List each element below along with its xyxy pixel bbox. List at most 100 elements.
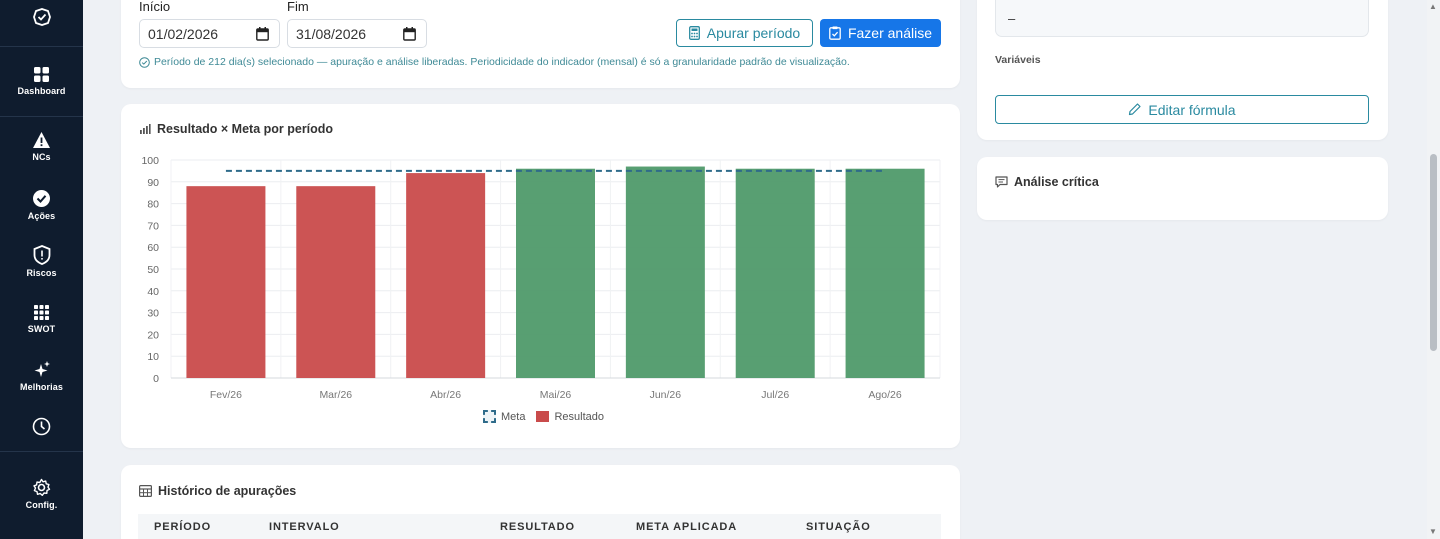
clipboard-check-icon	[829, 26, 841, 40]
period-note-text: Período de 212 dia(s) selecionado — apur…	[154, 56, 850, 68]
y-tick-label: 20	[147, 329, 159, 341]
sidebar-item-label: Dashboard	[17, 86, 66, 96]
y-tick-label: 50	[147, 264, 159, 276]
warning-icon	[33, 132, 50, 148]
sidebar-item-acoes[interactable]: Ações	[0, 189, 83, 221]
result-bar	[625, 166, 705, 378]
y-tick-label: 70	[147, 220, 159, 232]
shield-icon	[33, 245, 50, 265]
result-bar	[735, 168, 815, 378]
calculator-icon	[688, 26, 700, 40]
y-tick-label: 80	[147, 199, 159, 211]
table-icon	[139, 485, 152, 497]
x-tick-label: Mar/26	[319, 389, 352, 401]
y-tick-label: 30	[147, 308, 159, 320]
column-header-resultado[interactable]: RESULTADO	[500, 521, 575, 533]
y-tick-label: 10	[147, 351, 159, 363]
start-date-label: Início	[139, 0, 171, 14]
y-tick-label: 40	[147, 286, 159, 298]
result-bar	[516, 168, 595, 378]
sidebar-item-config[interactable]: Config.	[0, 478, 83, 510]
history-title-text: Histórico de apurações	[158, 484, 297, 498]
x-tick-label: Fev/26	[210, 389, 242, 401]
edit-formula-button[interactable]: Editar fórmula	[995, 95, 1369, 124]
chart-title: Resultado × Meta por período	[139, 122, 333, 136]
variable-value-field[interactable]: –	[995, 0, 1369, 37]
x-tick-label: Mai/26	[540, 389, 572, 401]
sidebar-divider	[0, 451, 83, 452]
comment-icon	[995, 176, 1008, 188]
legend-meta-swatch[interactable]	[483, 410, 496, 423]
gear-icon	[33, 478, 51, 496]
app-logo-icon[interactable]	[0, 4, 83, 30]
sidebar-item-history[interactable]	[0, 417, 83, 436]
apurar-periodo-label: Apurar período	[706, 25, 801, 41]
calendar-icon[interactable]	[256, 27, 269, 41]
scrollbar-thumb[interactable]	[1430, 154, 1437, 351]
bar-chart-icon	[140, 124, 151, 134]
analysis-title-text: Análise crítica	[1014, 175, 1099, 189]
legend-meta-label: Meta	[501, 410, 526, 423]
x-tick-label: Abr/26	[430, 389, 461, 401]
end-date-value: 31/08/2026	[296, 25, 367, 42]
sidebar-item-melhorias[interactable]: Melhorias	[0, 360, 83, 392]
column-header-situacao[interactable]: SITUAÇÃO	[806, 521, 871, 533]
column-header-periodo[interactable]: PERÍODO	[154, 521, 212, 533]
fazer-analise-label: Fazer análise	[847, 25, 933, 41]
history-title: Histórico de apurações	[139, 484, 296, 498]
chart-legend: Meta Resultado	[483, 410, 604, 423]
table-header-row	[138, 514, 941, 539]
legend-result-label: Resultado	[554, 410, 605, 423]
x-tick-label: Jul/26	[761, 389, 789, 401]
result-bar	[296, 186, 376, 378]
result-bar	[406, 173, 486, 378]
x-tick-label: Jun/26	[650, 389, 682, 401]
y-tick-label: 60	[147, 242, 159, 254]
start-date-input[interactable]: 01/02/2026	[139, 19, 280, 48]
result-bar	[845, 168, 925, 378]
column-header-meta[interactable]: META APLICADA	[636, 521, 738, 533]
scroll-up-icon[interactable]: ▲	[1429, 2, 1437, 11]
column-header-intervalo[interactable]: INTERVALO	[269, 521, 340, 533]
sidebar: Dashboard NCs Ações Riscos SWOT Melhoria…	[0, 0, 83, 539]
analysis-card	[977, 157, 1388, 220]
sidebar-item-label: Config.	[25, 500, 58, 510]
start-date-value: 01/02/2026	[148, 25, 219, 42]
chart-title-text: Resultado × Meta por período	[157, 122, 334, 136]
analysis-title: Análise crítica	[995, 175, 1099, 189]
fazer-analise-button[interactable]: Fazer análise	[820, 19, 941, 47]
scroll-down-icon[interactable]: ▼	[1429, 527, 1437, 536]
pencil-icon	[1129, 103, 1142, 116]
check-circle-icon	[139, 56, 150, 68]
result-bar	[186, 186, 266, 378]
period-note: Período de 212 dia(s) selecionado — apur…	[139, 56, 850, 68]
y-tick-label: 90	[147, 177, 159, 189]
results-chart: 0 10 20 30 40 50 60 70 80 90 100 Fev/26 Mar/26 Abr/26…	[141, 155, 941, 401]
sidebar-item-label: Riscos	[26, 268, 57, 278]
end-date-input[interactable]: 31/08/2026	[287, 19, 427, 48]
sidebar-divider	[0, 116, 83, 117]
apurar-periodo-button[interactable]: Apurar período	[676, 19, 813, 47]
sidebar-item-swot[interactable]: SWOT	[0, 304, 83, 334]
sidebar-item-ncs[interactable]: NCs	[0, 131, 83, 162]
grid-icon	[34, 67, 49, 82]
sidebar-item-label: NCs	[32, 152, 51, 162]
x-tick-label: Ago/26	[868, 389, 901, 401]
grid-3x3-icon	[34, 305, 49, 320]
sidebar-item-label: Melhorias	[20, 382, 63, 392]
sidebar-item-label: Ações	[27, 211, 56, 221]
y-tick-label: 100	[141, 155, 159, 167]
sidebar-item-dashboard[interactable]: Dashboard	[0, 66, 83, 96]
legend-result-swatch[interactable]	[536, 411, 550, 422]
sidebar-item-label: SWOT	[27, 324, 56, 334]
sidebar-item-riscos[interactable]: Riscos	[0, 245, 83, 278]
variable-value: –	[1008, 10, 1016, 26]
edit-formula-label: Editar fórmula	[1148, 101, 1236, 118]
check-circle-icon	[33, 190, 50, 207]
variables-label: Variáveis	[995, 54, 1041, 66]
y-tick-label: 0	[153, 373, 159, 385]
calendar-icon[interactable]	[403, 27, 416, 41]
sidebar-divider	[0, 46, 83, 47]
clock-icon	[32, 417, 51, 436]
sparkles-icon	[34, 361, 50, 377]
